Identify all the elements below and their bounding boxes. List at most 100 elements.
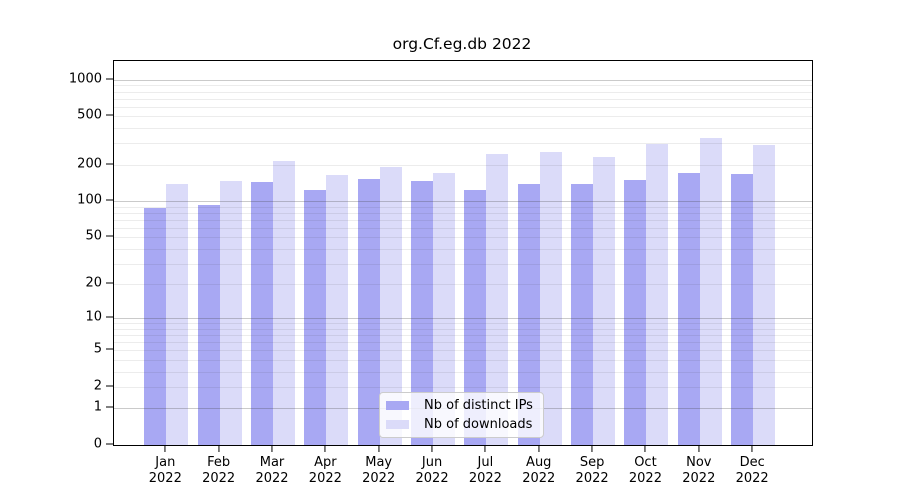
bar-distinct-ips-feb <box>197 205 220 445</box>
x-tick-label-dec: Dec 2022 <box>735 455 769 486</box>
gridline-minor-50 <box>114 237 812 239</box>
gridline-minor-4 <box>114 359 812 361</box>
x-tick-label-aug: Aug 2022 <box>522 455 556 486</box>
x-tick-aug: Aug 2022 <box>522 445 555 487</box>
gridline-minor-900 <box>114 85 812 87</box>
legend-label-downloads: Nb of downloads <box>424 417 533 432</box>
y-tick-5: 5 <box>94 342 113 357</box>
y-tick-label-20: 20 <box>85 275 102 291</box>
x-tick-feb: Feb 2022 <box>202 445 235 487</box>
legend-label-distinct-ips: Nb of distinct IPs <box>424 398 533 413</box>
x-tick-label-nov: Nov 2022 <box>682 455 716 486</box>
x-tick-mark <box>591 445 593 452</box>
x-axis: Jan 2022 Feb 2022 Mar 2022 Apr 2022 May 2022 Jun 20… <box>113 445 811 500</box>
y-tick-label-50: 50 <box>85 228 102 244</box>
gridline-minor-5 <box>114 350 812 352</box>
gridline-minor-700 <box>114 98 812 100</box>
x-tick-mar: Mar 2022 <box>255 445 289 487</box>
bar-distinct-ips-may <box>357 178 380 445</box>
bars-layer <box>114 61 812 445</box>
x-tick-nov: Nov 2022 <box>682 445 715 487</box>
y-tick-mark <box>106 316 113 318</box>
y-tick-10: 10 <box>85 310 113 325</box>
bar-distinct-ips-jul <box>464 190 487 445</box>
gridline-major-100 <box>114 201 812 203</box>
y-tick-mark <box>106 385 113 387</box>
y-tick-mark <box>106 78 113 80</box>
bar-distinct-ips-jan <box>144 208 167 445</box>
y-tick-label-5: 5 <box>93 341 102 357</box>
legend-item-distinct-ips: Nb of distinct IPs <box>386 398 534 413</box>
gridline-minor-70 <box>114 219 812 221</box>
x-tick-dec: Dec 2022 <box>736 445 769 487</box>
y-tick-500: 500 <box>77 108 113 123</box>
bar-downloads-apr <box>326 175 349 445</box>
x-tick-mark <box>271 445 273 452</box>
x-tick-apr: Apr 2022 <box>309 445 342 487</box>
gridline-minor-80 <box>114 212 812 214</box>
y-tick-label-10: 10 <box>85 309 102 325</box>
y-tick-label-0: 0 <box>93 436 102 452</box>
y-tick-mark <box>106 443 113 445</box>
y-tick-1: 1 <box>94 400 113 415</box>
y-tick-mark <box>106 348 113 350</box>
legend-swatch-downloads-icon <box>386 420 409 429</box>
x-tick-mark <box>164 445 166 452</box>
y-tick-mark <box>106 199 113 201</box>
bar-distinct-ips-dec <box>731 173 754 445</box>
y-tick-1000: 1000 <box>69 71 113 86</box>
gridline-minor-6 <box>114 342 812 344</box>
x-tick-label-jan: Jan 2022 <box>148 455 182 486</box>
y-tick-label-100: 100 <box>77 192 102 208</box>
y-tick-label-1000: 1000 <box>68 71 102 87</box>
x-tick-mark <box>484 445 486 452</box>
y-axis: 0 1 2 5 10 20 50 100 200 500 1000 <box>0 60 113 452</box>
y-tick-mark <box>106 406 113 408</box>
x-tick-mark <box>378 445 380 452</box>
gridline-major-1000 <box>114 79 812 81</box>
gridline-minor-300 <box>114 143 812 145</box>
bar-downloads-aug <box>539 151 562 445</box>
gridline-minor-40 <box>114 248 812 250</box>
gridline-minor-200 <box>114 164 812 166</box>
x-tick-mark <box>644 445 646 452</box>
bar-distinct-ips-aug <box>517 183 540 445</box>
bar-downloads-may <box>379 166 402 445</box>
gridline-minor-800 <box>114 91 812 93</box>
bar-downloads-oct <box>646 144 669 445</box>
bar-downloads-nov <box>699 138 722 445</box>
gridline-minor-20 <box>114 284 812 286</box>
bar-downloads-dec <box>753 145 776 445</box>
x-tick-label-jul: Jul 2022 <box>468 455 502 486</box>
x-tick-label-apr: Apr 2022 <box>308 455 342 486</box>
x-tick-label-sep: Sep 2022 <box>575 455 609 486</box>
bar-distinct-ips-mar <box>251 181 273 445</box>
y-tick-label-1: 1 <box>93 399 102 415</box>
x-tick-jul: Jul 2022 <box>469 445 502 487</box>
gridline-minor-500 <box>114 116 812 118</box>
y-tick-mark <box>106 282 113 284</box>
x-tick-mark <box>751 445 753 452</box>
bar-downloads-sep <box>593 156 616 445</box>
x-tick-mark <box>324 445 326 452</box>
gridline-minor-60 <box>114 227 812 229</box>
y-tick-mark <box>106 114 113 116</box>
y-tick-mark <box>106 163 113 165</box>
gridline-minor-400 <box>114 128 812 130</box>
gridline-minor-8 <box>114 328 812 330</box>
bar-downloads-feb <box>219 180 242 445</box>
legend: Nb of distinct IPs Nb of downloads <box>379 392 544 438</box>
x-tick-label-oct: Oct 2022 <box>628 455 662 486</box>
y-tick-label-2: 2 <box>93 378 102 394</box>
chart-title: org.Cf.eg.db 2022 <box>392 35 532 53</box>
x-tick-label-jun: Jun 2022 <box>415 455 449 486</box>
x-tick-mark <box>538 445 540 452</box>
gridline-minor-30 <box>114 263 812 265</box>
x-tick-oct: Oct 2022 <box>629 445 662 487</box>
bar-downloads-jul <box>486 154 509 445</box>
bar-downloads-jan <box>166 184 189 445</box>
bar-distinct-ips-oct <box>624 180 647 445</box>
x-tick-sep: Sep 2022 <box>576 445 609 487</box>
y-tick-0: 0 <box>94 437 113 452</box>
